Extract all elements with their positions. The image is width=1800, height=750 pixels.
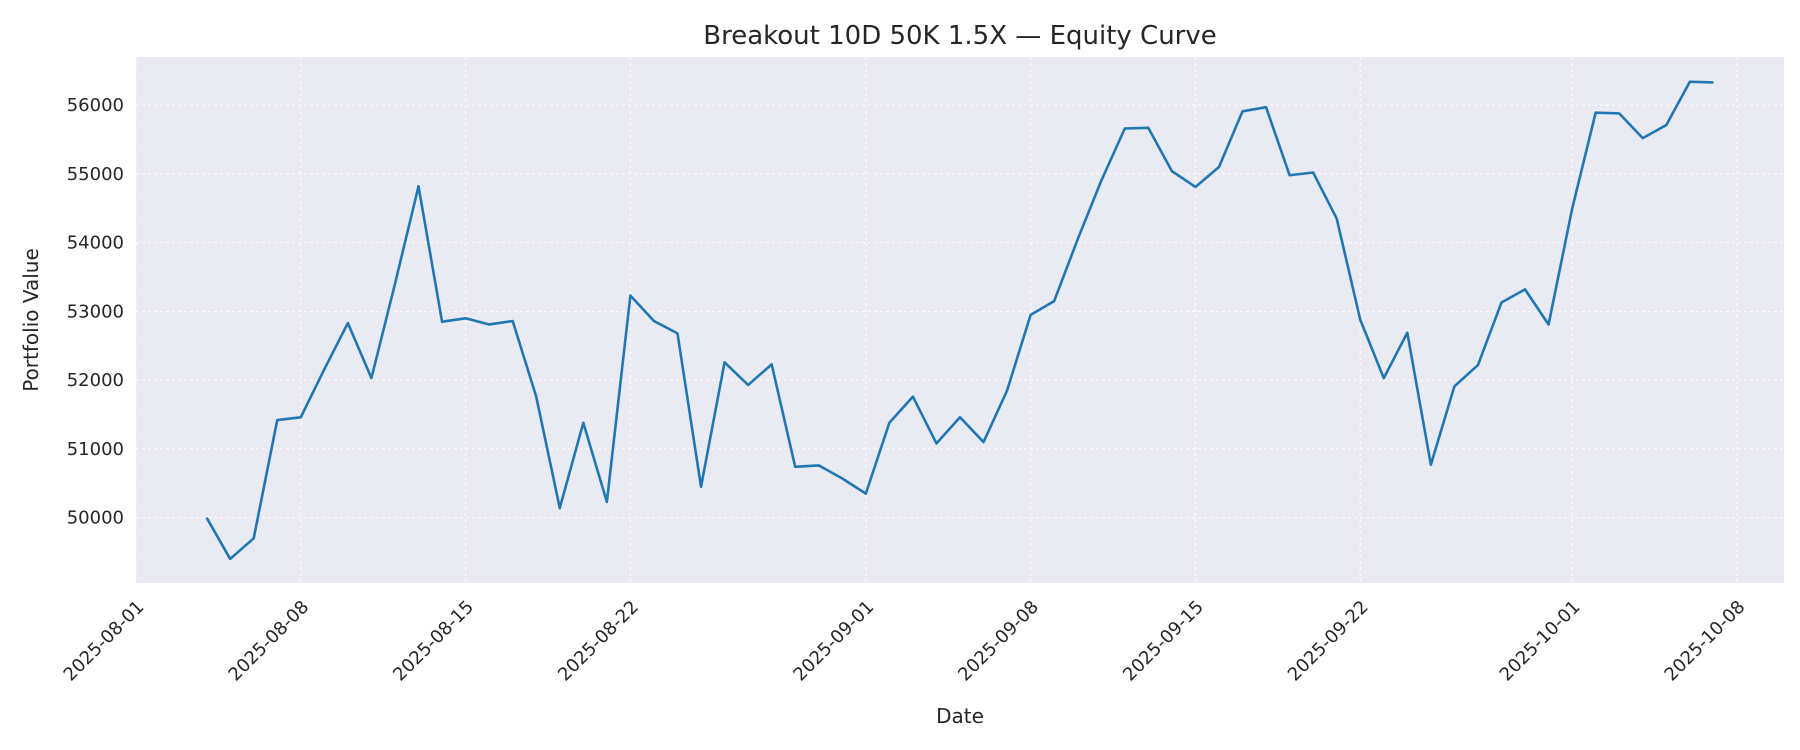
y-tick-label: 50000 (67, 508, 124, 529)
x-tick-label: 2025-08-15 (389, 597, 478, 686)
gridlines (135, 57, 1784, 583)
y-tick-label: 51000 (67, 439, 124, 460)
x-tick-label: 2025-09-22 (1284, 597, 1373, 686)
y-tick-label: 54000 (67, 233, 124, 254)
x-tick-label: 2025-09-15 (1119, 597, 1208, 686)
y-tick-label: 55000 (67, 164, 124, 185)
y-tick-label: 56000 (67, 95, 124, 116)
equity-line (205, 80, 1714, 561)
x-tick-label: 2025-09-08 (954, 597, 1043, 686)
chart-title: Breakout 10D 50K 1.5X — Equity Curve (703, 21, 1217, 51)
x-tick-label: 2025-10-01 (1496, 597, 1585, 686)
y-tick-label: 52000 (67, 370, 124, 391)
y-tick-label: 53000 (67, 301, 124, 322)
x-tick-label: 2025-10-08 (1661, 597, 1750, 686)
plot-area (136, 57, 1784, 583)
x-tick-label: 2025-09-01 (789, 597, 878, 686)
x-axis-label: Date (936, 704, 984, 728)
y-axis-ticks: 50000 51000 52000 53000 54000 55000 56000 (67, 95, 124, 529)
x-tick-label: 2025-08-01 (60, 597, 149, 686)
x-axis-ticks: 2025-08-01 2025-08-08 2025-08-15 2025-08-22… (60, 597, 1750, 686)
x-tick-label: 2025-08-08 (224, 597, 313, 686)
x-tick-label: 2025-08-22 (554, 597, 643, 686)
y-axis-label: Portfolio Value (19, 248, 43, 392)
